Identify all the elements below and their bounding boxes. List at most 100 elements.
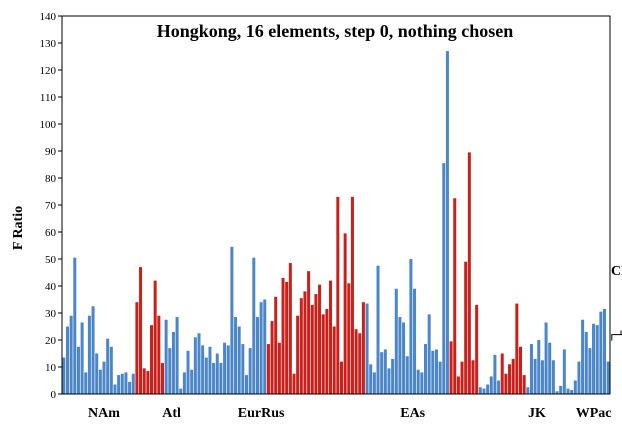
bar	[343, 233, 347, 394]
bar	[365, 303, 369, 394]
bar	[146, 371, 150, 394]
bar	[117, 375, 121, 394]
bar	[241, 344, 245, 394]
bar	[445, 51, 449, 394]
bar	[212, 362, 216, 394]
bar	[329, 280, 333, 394]
bar	[416, 369, 420, 394]
bar	[361, 302, 365, 394]
bar	[113, 384, 117, 394]
bar	[427, 314, 431, 394]
bar	[529, 344, 533, 394]
y-tick-label: 60	[45, 227, 57, 239]
y-tick-label: 0	[51, 389, 57, 401]
bar	[263, 299, 267, 394]
bar	[588, 348, 592, 394]
y-tick-label: 40	[45, 281, 57, 293]
bar	[310, 304, 314, 394]
bar	[139, 267, 143, 394]
bar	[398, 317, 402, 394]
bar	[478, 387, 482, 394]
bar	[277, 342, 281, 394]
bar	[394, 288, 398, 394]
bar	[442, 163, 446, 394]
y-tick-label: 30	[45, 308, 57, 320]
bar	[150, 325, 154, 394]
bar	[369, 364, 373, 394]
bar	[391, 358, 395, 394]
bar	[95, 353, 99, 394]
group-label: EurRus	[238, 406, 285, 421]
bar	[548, 342, 552, 394]
bar	[76, 346, 80, 394]
bar	[522, 375, 526, 394]
bar	[124, 372, 128, 394]
bar	[467, 152, 471, 394]
bar	[168, 348, 172, 394]
bar	[98, 369, 102, 394]
bar	[577, 361, 581, 394]
bar	[255, 317, 259, 394]
annotations: CPac	[611, 264, 622, 341]
bar	[223, 342, 227, 394]
bar	[519, 346, 522, 394]
bar	[321, 314, 325, 394]
bar	[380, 352, 384, 394]
bar	[420, 372, 424, 394]
bar	[87, 315, 91, 394]
bar	[179, 388, 183, 394]
bar	[603, 308, 607, 394]
bar	[80, 322, 84, 394]
group-labels: NAmAtlEurRusEAsJKWPacArcType	[88, 406, 612, 421]
bar	[62, 357, 66, 394]
bar	[171, 331, 175, 394]
group-label: WPac	[576, 406, 612, 421]
bar	[215, 353, 219, 394]
bar	[383, 349, 387, 394]
bar	[431, 350, 435, 394]
bar	[515, 303, 519, 394]
bar	[350, 196, 354, 394]
chart-title: Hongkong, 16 elements, step 0, nothing c…	[157, 21, 514, 41]
bar	[336, 196, 340, 394]
bar	[339, 361, 343, 394]
y-tick-label: 110	[40, 92, 57, 104]
bar	[566, 388, 570, 394]
bar	[584, 331, 588, 394]
bar	[270, 321, 274, 394]
bar	[164, 319, 168, 394]
bar	[387, 368, 391, 394]
bar	[142, 368, 146, 394]
bar	[599, 311, 603, 394]
annotation-label: CPac	[611, 264, 622, 279]
bar	[533, 358, 537, 394]
bar	[226, 345, 230, 394]
y-axis: 0 10 20 30 40 50 60 70 80 90 100 110 120 130 140	[40, 11, 62, 401]
bar	[153, 280, 157, 394]
group-label: Atl	[162, 406, 181, 421]
y-tick-label: 90	[45, 146, 57, 158]
bar	[332, 326, 336, 394]
bar	[160, 362, 164, 394]
bar	[259, 302, 263, 394]
bar	[570, 389, 574, 394]
bar	[486, 384, 490, 394]
bar	[376, 265, 380, 394]
bar	[131, 373, 135, 394]
bar	[314, 294, 318, 394]
bar	[493, 354, 497, 394]
bar	[182, 372, 186, 394]
bar	[456, 376, 460, 394]
bar	[252, 257, 256, 394]
bar	[573, 380, 577, 394]
bar	[405, 356, 409, 394]
bar	[303, 291, 307, 394]
bar	[135, 302, 139, 394]
y-tick-label: 140	[40, 11, 57, 23]
bar	[424, 344, 428, 394]
bar	[234, 317, 238, 394]
bar	[91, 306, 95, 394]
bar	[219, 362, 223, 394]
bar	[157, 315, 161, 394]
